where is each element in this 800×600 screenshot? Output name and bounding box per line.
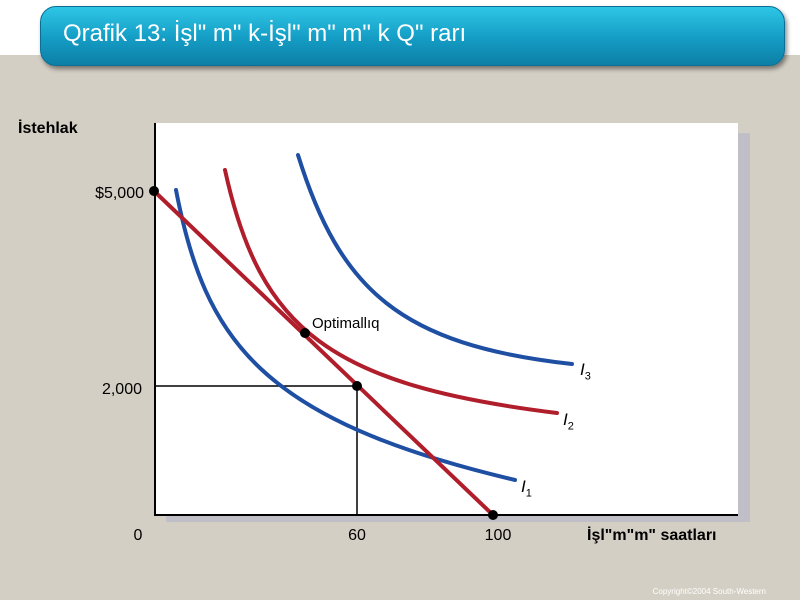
point-intercept-x (488, 510, 498, 520)
point-optimum (300, 328, 310, 338)
budget-line (152, 189, 495, 517)
point-60-2000 (352, 381, 362, 391)
y-axis-label: İstehlak (18, 120, 78, 137)
plot-area (156, 123, 738, 515)
indifference-curve-i3 (296, 153, 574, 366)
indifference-curve-i2 (223, 168, 559, 415)
y-tick-2000: 2,000 (101, 381, 142, 398)
indifference-curve-i1 (174, 188, 517, 482)
copyright-text: Copyright©2004 South-Western (652, 587, 766, 596)
slide-title: Qrafik 13: İşl" m" k-İşl" m" m" k Q" rar… (63, 20, 467, 47)
point-intercept-y (149, 186, 159, 196)
curve-label-i2: I2 (563, 410, 574, 433)
title-bar: Qrafik 13: İşl" m" k-İşl" m" m" k Q" rar… (40, 6, 785, 66)
x-axis-label: İşl"m"m" saatları (587, 527, 717, 544)
x-tick-100: 100 (484, 527, 512, 544)
x-tick-60: 60 (348, 527, 366, 544)
curve-label-i3: I3 (580, 360, 591, 383)
y-tick-5000: $5,000 (95, 185, 144, 202)
curve-label-i1: I1 (521, 477, 532, 500)
optimum-label: Optimallıq (312, 315, 380, 332)
x-tick-0: 0 (133, 527, 143, 544)
